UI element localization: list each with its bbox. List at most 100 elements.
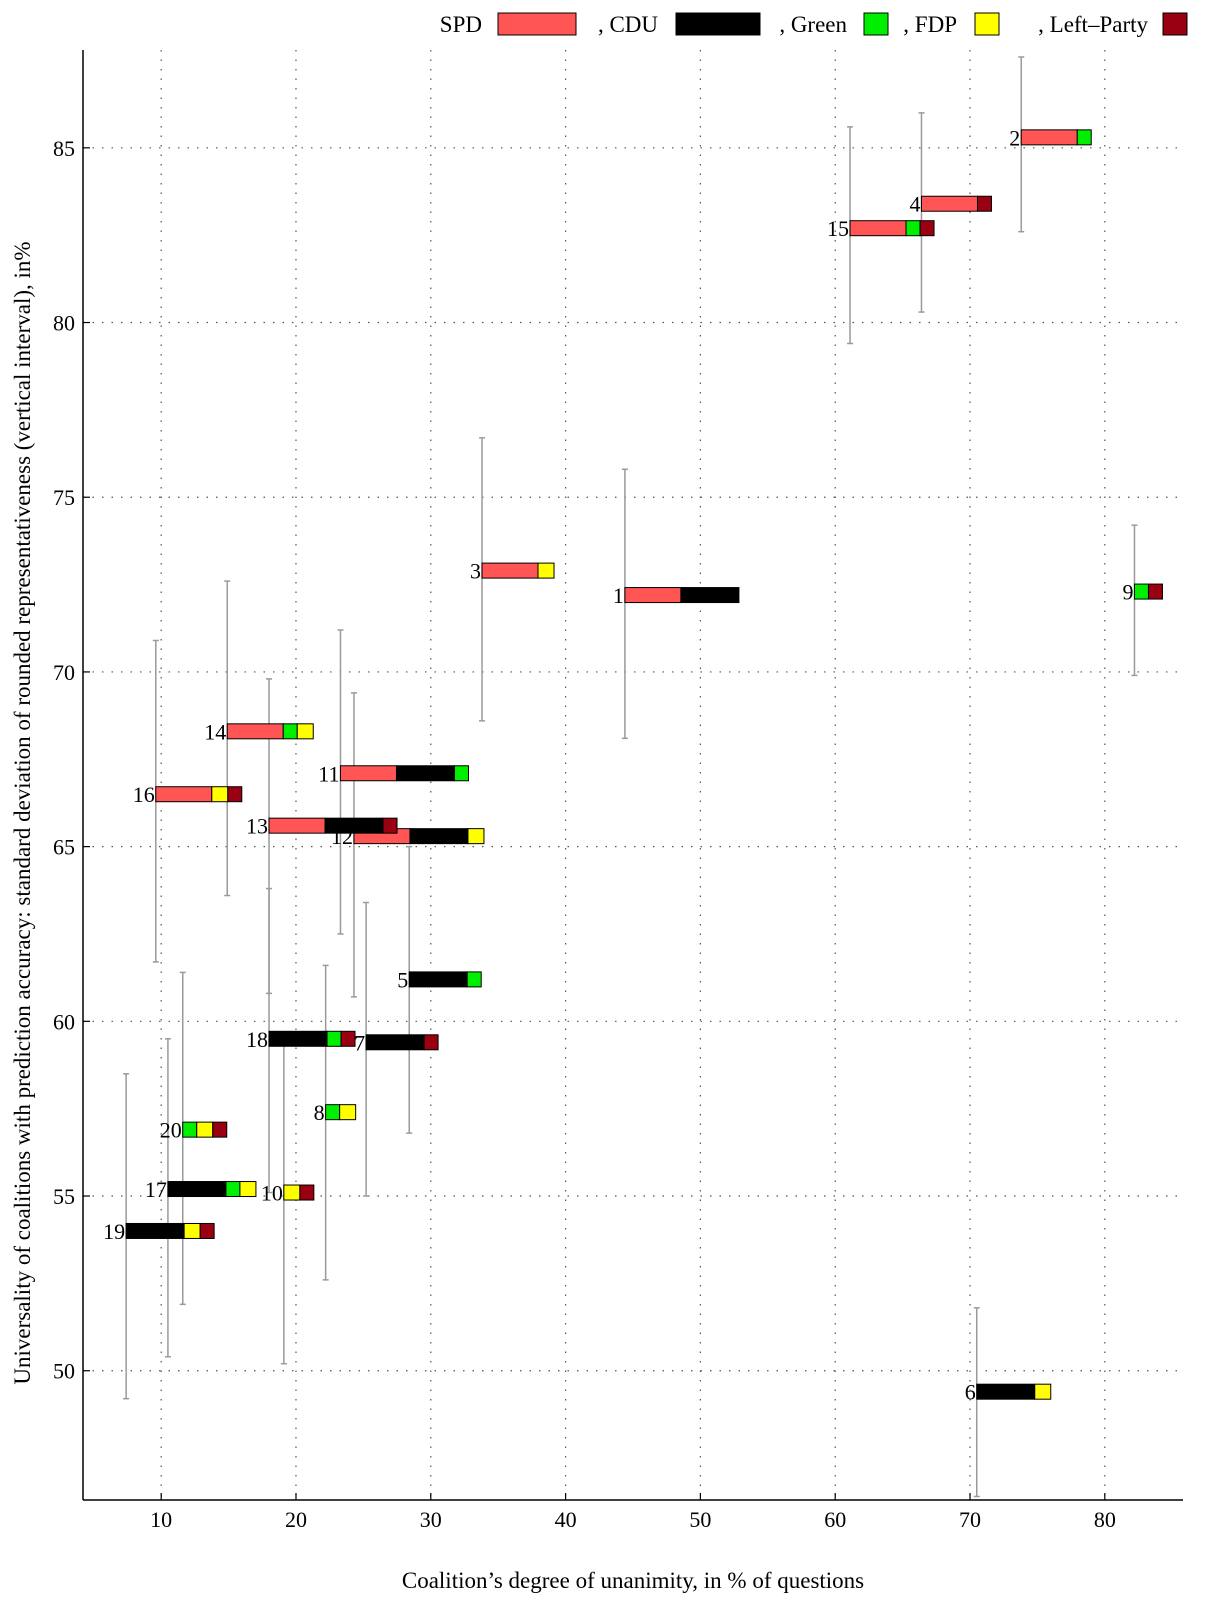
bar-segment-8-green: [325, 1104, 341, 1121]
errorbar-layer: [123, 56, 1138, 1498]
bar-segment-18-left: [340, 1030, 356, 1047]
bar-segment-20-left: [212, 1121, 228, 1138]
bar-segment-10-left: [299, 1184, 315, 1201]
bar-segment-11-cdu: [395, 765, 455, 782]
coalition-label-15: 15: [827, 216, 849, 241]
bar-segment-14-green: [282, 723, 298, 740]
coalition-13: 13: [246, 814, 398, 839]
bar-segment-9-left: [1147, 583, 1163, 600]
y-tick-label: 50: [53, 1359, 75, 1384]
y-tick-label: 60: [53, 1009, 75, 1034]
bar-segment-12-cdu: [409, 828, 469, 845]
coalition-label-8: 8: [314, 1100, 325, 1125]
coalition-label-20: 20: [160, 1118, 182, 1143]
bar-segment-16-left: [227, 786, 243, 803]
bar-segment-19-cdu: [125, 1222, 185, 1239]
coalition-14: 14: [204, 719, 314, 744]
coalition-9: 9: [1122, 580, 1163, 605]
bar-segment-8-fdp: [339, 1104, 357, 1121]
coalition-label-10: 10: [261, 1181, 283, 1206]
x-tick-label: 60: [824, 1507, 846, 1532]
bar-segment-17-cdu: [167, 1181, 227, 1198]
y-tick-label: 80: [53, 311, 75, 336]
coalition-5: 5: [397, 967, 482, 992]
x-axis-label: Coalition’s degree of unanimity, in % of…: [402, 1568, 864, 1593]
bar-segment-6-fdp: [1034, 1383, 1052, 1400]
coalition-label-14: 14: [204, 719, 226, 744]
bar-segment-1-spd: [624, 587, 682, 604]
coalition-label-9: 9: [1122, 580, 1133, 605]
bar-segment-20-fdp: [196, 1121, 214, 1138]
grid-layer: [83, 50, 1183, 1500]
bar-segment-9-green: [1133, 583, 1149, 600]
coalition-11: 11: [318, 761, 469, 786]
bar-segment-10-fdp: [283, 1184, 301, 1201]
coalition-1: 1: [613, 583, 740, 608]
legend-swatch-left: [1162, 12, 1188, 36]
y-tick-label: 65: [53, 835, 75, 860]
x-tick-label: 50: [689, 1507, 711, 1532]
bar-segment-14-fdp: [296, 723, 314, 740]
bar-segment-20-green: [182, 1121, 198, 1138]
bar-segment-4-left: [976, 195, 992, 212]
coalition-18: 18: [246, 1027, 356, 1052]
bar-segment-18-cdu: [268, 1030, 328, 1047]
coalition-label-7: 7: [354, 1030, 365, 1055]
bar-segment-2-green: [1076, 129, 1092, 146]
bar-segment-16-fdp: [211, 786, 229, 803]
coalition-17: 17: [145, 1177, 257, 1202]
axes-layer: [82, 50, 1183, 1501]
x-tick-label: 10: [150, 1507, 172, 1532]
y-tick-label: 70: [53, 660, 75, 685]
coalition-label-11: 11: [318, 761, 339, 786]
bar-segment-3-spd: [481, 562, 539, 579]
bar-segment-16-spd: [155, 786, 213, 803]
coalition-19: 19: [103, 1219, 215, 1244]
coalition-4: 4: [909, 192, 992, 217]
bar-segment-19-fdp: [183, 1222, 201, 1239]
y-tick-label: 85: [53, 136, 75, 161]
legend-label-fdp: , FDP: [903, 12, 957, 37]
bar-segment-7-left: [423, 1034, 439, 1051]
coalition-label-2: 2: [1009, 125, 1020, 150]
bar-segment-5-green: [466, 971, 482, 988]
x-tick-label: 80: [1094, 1507, 1116, 1532]
bar-segment-15-spd: [849, 220, 907, 237]
legend: SPD , CDU , Green , FDP , Left–Party: [440, 12, 1188, 37]
bar-segment-7-cdu: [365, 1034, 425, 1051]
coalition-label-13: 13: [246, 814, 268, 839]
bar-segment-13-cdu: [324, 817, 384, 834]
bar-segment-4-spd: [920, 195, 978, 212]
bar-segment-6-cdu: [976, 1383, 1036, 1400]
bar-segment-14-spd: [226, 723, 284, 740]
coalition-10: 10: [261, 1181, 315, 1206]
bar-segment-19-left: [199, 1222, 215, 1239]
bar-segment-17-green: [225, 1181, 241, 1198]
legend-swatch-cdu: [675, 12, 761, 36]
legend-label-spd: SPD: [440, 12, 482, 37]
bar-segment-17-fdp: [239, 1181, 257, 1198]
bar-segment-2-spd: [1020, 129, 1078, 146]
x-tick-label: 30: [420, 1507, 442, 1532]
legend-label-green: , Green: [779, 12, 847, 37]
bar-segment-11-green: [453, 765, 469, 782]
coalition-label-17: 17: [145, 1177, 167, 1202]
coalition-16: 16: [133, 782, 243, 807]
bar-segment-15-left: [919, 220, 935, 237]
coalition-label-1: 1: [613, 583, 624, 608]
y-axis-label: Universality of coalitions with predicti…: [10, 241, 35, 1384]
coalition-6: 6: [965, 1380, 1052, 1405]
coalition-2: 2: [1009, 125, 1092, 150]
coalition-label-4: 4: [909, 192, 920, 217]
x-tick-label: 40: [555, 1507, 577, 1532]
x-tick-label: 70: [959, 1507, 981, 1532]
coalition-label-6: 6: [965, 1380, 976, 1405]
legend-label-left: , Left–Party: [1038, 12, 1148, 37]
bar-segment-13-left: [382, 817, 398, 834]
y-tick-label: 55: [53, 1184, 75, 1209]
legend-label-cdu: , CDU: [598, 12, 658, 37]
coalition-7: 7: [354, 1030, 439, 1055]
